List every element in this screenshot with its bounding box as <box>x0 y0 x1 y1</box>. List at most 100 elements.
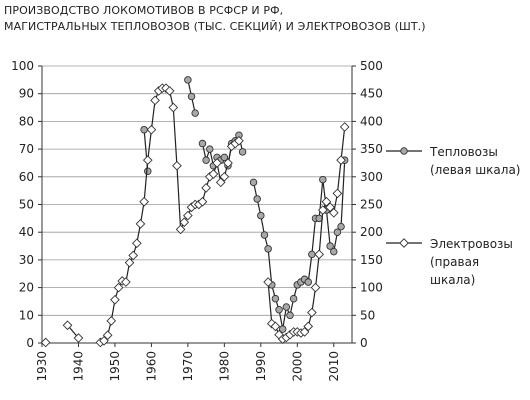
data-point-teplovozy-2010 <box>330 247 338 256</box>
data-point-elektrovozy-2013 <box>339 122 350 132</box>
x-tick-label-1980: 1980 <box>217 351 231 382</box>
data-point-teplovozy-1959 <box>144 167 152 176</box>
chart-title-line-2: МАГИСТРАЛЬНЫХ ТЕПЛОВОЗОВ (ТЫС. СЕКЦИЙ) И… <box>4 20 426 33</box>
data-point-elektrovozy-2009 <box>325 202 335 213</box>
left-tick-label-100: 100 <box>11 59 34 73</box>
x-tick-label-2010: 2010 <box>327 351 341 382</box>
data-point-teplovozy-2004 <box>308 250 316 259</box>
right-tick-label-450: 450 <box>360 87 383 101</box>
right-tick-label-300: 300 <box>360 170 383 184</box>
data-point-teplovozy-1999 <box>289 294 298 303</box>
data-point-elektrovozy-1959 <box>142 155 153 166</box>
data-point-elektrovozy-1957 <box>135 219 146 229</box>
right-tick-label-200: 200 <box>360 225 383 239</box>
data-point-teplovozy-1994 <box>271 294 280 303</box>
data-point-teplovozy-1974 <box>198 139 207 148</box>
data-point-elektrovozy-1964 <box>161 83 171 93</box>
data-point-elektrovozy-2007 <box>317 205 328 215</box>
data-point-teplovozy-1985 <box>238 148 247 156</box>
data-point-teplovozy-1958 <box>140 125 148 134</box>
data-point-elektrovozy-2011 <box>332 188 343 199</box>
data-point-teplovozy-1972 <box>191 109 199 117</box>
legend-label-elektrovozy-2: шкала) <box>430 273 475 287</box>
left-tick-label-10: 10 <box>19 308 34 322</box>
data-point-teplovozy-1991 <box>260 231 269 239</box>
data-point-elektrovozy-1969 <box>179 217 190 228</box>
data-point-teplovozy-1975 <box>202 156 210 164</box>
data-point-elektrovozy-2010 <box>328 207 339 218</box>
data-point-teplovozy-2007 <box>319 175 327 184</box>
right-tick-label-500: 500 <box>360 59 383 73</box>
data-point-elektrovozy-2003 <box>303 321 314 332</box>
left-tick-label-60: 60 <box>19 170 34 184</box>
gridlines <box>42 65 352 344</box>
data-point-elektrovozy-1994 <box>270 321 281 332</box>
data-point-elektrovozy-1967 <box>172 160 182 171</box>
chart-title-line-1: ПРОИЗВОДСТВО ЛОКОМОТИВОВ В РСФСР И РФ, <box>4 4 284 17</box>
data-point-elektrovozy-1949 <box>106 316 117 326</box>
data-point-teplovozy-1989 <box>253 195 261 203</box>
data-point-elektrovozy-1960 <box>146 124 157 135</box>
x-tick-label-1960: 1960 <box>144 351 158 382</box>
left-tick-label-30: 30 <box>19 253 34 267</box>
data-point-elektrovozy-1955 <box>128 250 139 261</box>
data-point-elektrovozy-1953 <box>121 277 131 287</box>
data-point-elektrovozy-1948 <box>102 330 113 341</box>
data-point-teplovozy-2009 <box>326 242 334 250</box>
right-tick-label-350: 350 <box>360 142 383 156</box>
data-point-elektrovozy-1940 <box>73 333 84 343</box>
data-point-elektrovozy-1977 <box>208 169 219 179</box>
data-point-teplovozy-1970 <box>184 76 192 84</box>
left-tick-label-80: 80 <box>19 114 34 128</box>
right-tick-label-0: 0 <box>360 336 368 350</box>
data-point-elektrovozy-2002 <box>299 327 310 337</box>
data-point-teplovozy-1980 <box>220 153 229 162</box>
data-point-elektrovozy-1931 <box>40 337 51 348</box>
x-tick-label-1950: 1950 <box>108 351 122 382</box>
data-point-teplovozy-2012 <box>337 222 345 231</box>
data-point-elektrovozy-1947 <box>99 335 109 346</box>
data-point-elektrovozy-2008 <box>321 196 332 207</box>
x-tick-label-1940: 1940 <box>71 351 85 382</box>
legend-marker-elektrovozy <box>399 238 409 248</box>
data-point-elektrovozy-2005 <box>310 282 321 293</box>
data-point-teplovozy-2003 <box>304 278 312 286</box>
data-point-teplovozy-1988 <box>249 178 258 187</box>
legend-marker-teplovozy <box>400 147 408 155</box>
legend-label-elektrovozy-1: (правая <box>430 255 479 269</box>
data-point-teplovozy-1996 <box>278 325 287 333</box>
legend: Тепловозы (левая шкала) Электровозы (правая… <box>386 145 520 287</box>
data-point-elektrovozy-2006 <box>314 249 325 260</box>
data-point-elektrovozy-1992 <box>263 277 273 287</box>
data-point-elektrovozy-1950 <box>110 294 120 305</box>
data-point-elektrovozy-2004 <box>307 307 317 318</box>
data-point-teplovozy-1998 <box>286 311 294 320</box>
data-point-elektrovozy-1968 <box>175 224 186 235</box>
data-point-teplovozy-1971 <box>187 92 196 101</box>
data-point-teplovozy-1990 <box>257 211 265 220</box>
right-tick-label-100: 100 <box>360 281 383 295</box>
data-point-elektrovozy-2012 <box>336 155 346 166</box>
data-point-elektrovozy-1937 <box>62 320 73 331</box>
data-point-elektrovozy-1979 <box>215 177 226 188</box>
x-axis-tick-labels: 1930 1940 1950 1960 1970 1980 1990 2000 2010 <box>35 351 341 382</box>
left-tick-label-90: 90 <box>19 87 34 101</box>
data-point-elektrovozy-1951 <box>113 282 124 293</box>
axes <box>38 65 356 347</box>
series-teplovozy <box>140 76 349 333</box>
legend-item-teplovozy: Тепловозы (левая шкала) <box>386 145 520 177</box>
series-layer <box>40 76 350 348</box>
left-tick-label-0: 0 <box>26 336 34 350</box>
data-point-elektrovozy-1956 <box>131 238 142 249</box>
data-point-teplovozy-1992 <box>264 245 272 253</box>
right-tick-label-400: 400 <box>360 114 383 128</box>
data-point-elektrovozy-1966 <box>168 102 179 113</box>
x-tick-label-1970: 1970 <box>181 351 195 382</box>
x-tick-label-1930: 1930 <box>35 351 49 382</box>
data-point-teplovozy-2011 <box>333 228 342 236</box>
right-tick-label-50: 50 <box>360 308 375 322</box>
right-tick-label-150: 150 <box>360 253 383 267</box>
data-point-elektrovozy-1980 <box>219 171 230 182</box>
right-axis-tick-labels: 0 50 100 150 200 250 300 350 400 450 500 <box>360 59 383 350</box>
